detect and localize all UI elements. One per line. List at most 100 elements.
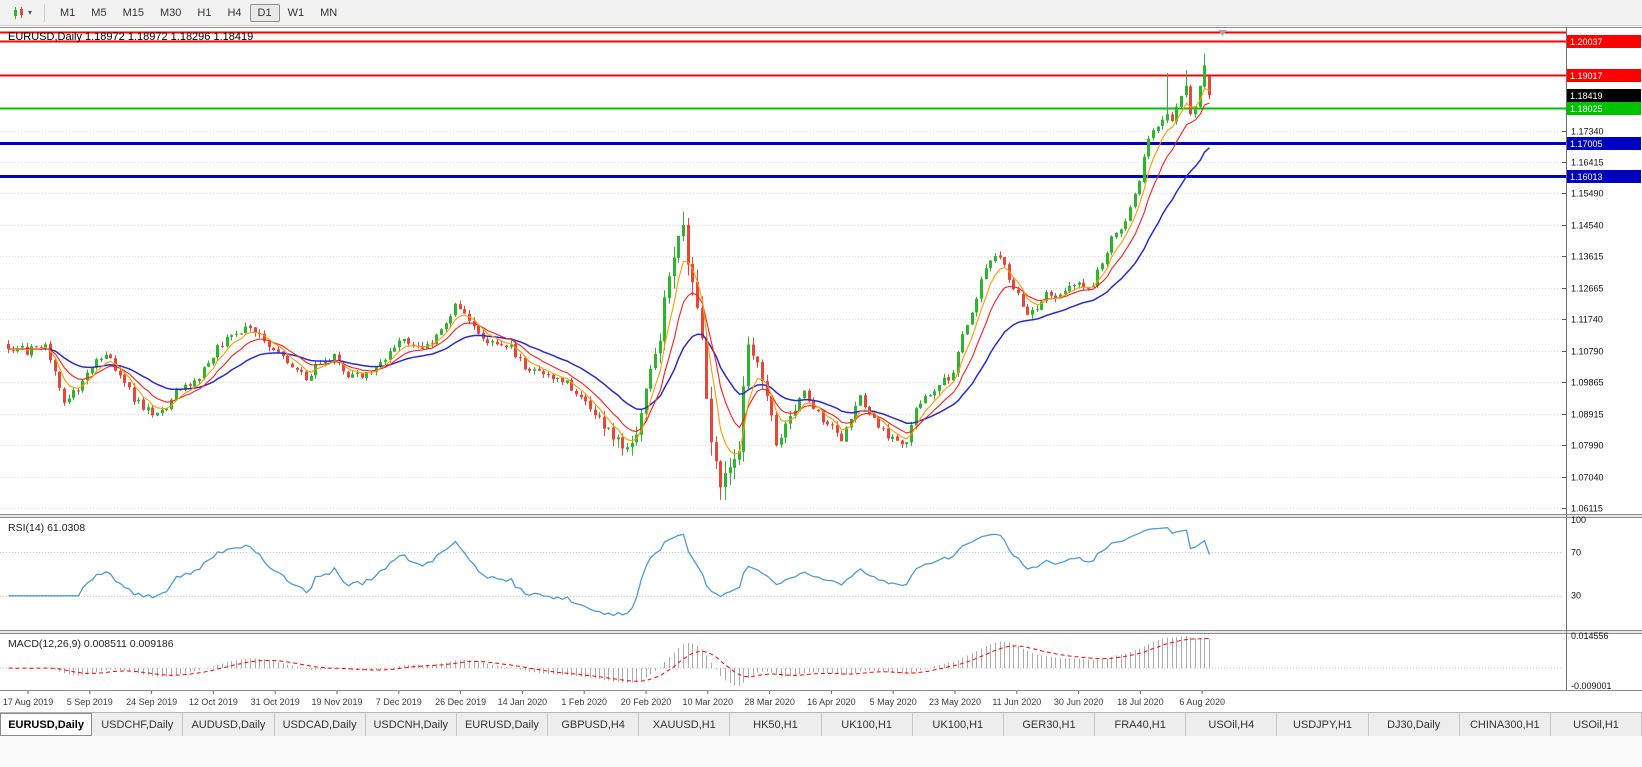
tab-label: GBPUSD,H4 bbox=[561, 718, 625, 731]
ohlc-title: EURUSD,Daily 1.18972 1.18972 1.18296 1.1… bbox=[8, 31, 253, 43]
chart-tab-USDCNH-Daily[interactable]: USDCNH,Daily bbox=[366, 713, 457, 736]
price-axis-label: 1.11740 bbox=[1571, 315, 1603, 325]
time-axis-label: 14 Jan 2020 bbox=[498, 697, 548, 707]
time-axis-label: 11 Jun 2020 bbox=[992, 697, 1041, 707]
timeframe-button-D1[interactable]: D1 bbox=[249, 4, 280, 22]
price-axis-label: 1.16415 bbox=[1571, 158, 1604, 168]
time-axis-label: 20 Feb 2020 bbox=[621, 697, 672, 707]
tab-label: USDJPY,H1 bbox=[1292, 718, 1353, 731]
price-badge bbox=[1567, 102, 1641, 115]
macd-signal-line bbox=[8, 638, 1210, 682]
timeframe-button-M1[interactable]: M1 bbox=[52, 4, 83, 22]
chart-tab-AUDUSD-Daily[interactable]: AUDUSD,Daily bbox=[183, 713, 275, 736]
tab-label: USDCHF,Daily bbox=[101, 718, 174, 731]
tab-label: EURUSD,Daily bbox=[464, 718, 539, 731]
chart-tab-EURUSD-Daily[interactable]: EURUSD,Daily bbox=[0, 713, 93, 736]
chart-tab-UK100-H1[interactable]: UK100,H1 bbox=[822, 713, 913, 736]
time-axis-label: 17 Aug 2019 bbox=[3, 697, 54, 707]
price-axis-label: 1.07990 bbox=[1571, 441, 1604, 451]
time-axis-label: 24 Sep 2019 bbox=[126, 697, 177, 707]
toolbar-separator bbox=[44, 3, 46, 22]
time-axis-label: 18 Jul 2020 bbox=[1117, 697, 1164, 707]
timeframe-button-W1[interactable]: W1 bbox=[280, 4, 313, 22]
tab-label: UK100,H1 bbox=[932, 718, 984, 731]
rsi-axis-label: 100 bbox=[1571, 515, 1586, 525]
price-badge bbox=[1567, 137, 1641, 150]
price-badge bbox=[1567, 35, 1641, 48]
time-axis-label: 26 Dec 2019 bbox=[435, 697, 486, 707]
chart-tab-USDCAD-Daily[interactable]: USDCAD,Daily bbox=[275, 713, 366, 736]
price-badge-label: 1.16013 bbox=[1570, 172, 1603, 182]
timeframe-toolbar: ▾ M1 M5 M15 M30 H1 H4 D1 W1 MN bbox=[0, 0, 1642, 26]
macd-axis-label: -0.009001 bbox=[1571, 681, 1612, 691]
tab-label: XAUUSD,H1 bbox=[652, 718, 716, 731]
price-axis-label: 1.10790 bbox=[1571, 347, 1604, 357]
time-axis-label: 28 Mar 2020 bbox=[744, 697, 795, 707]
tab-label: USOil,H1 bbox=[1573, 718, 1619, 731]
chart-tab-USDJPY-H1[interactable]: USDJPY,H1 bbox=[1277, 713, 1369, 736]
chart-tab-UK100-H1[interactable]: UK100,H1 bbox=[913, 713, 1004, 736]
price-axis-label: 1.07040 bbox=[1571, 473, 1604, 483]
price-axis-label: 1.06115 bbox=[1571, 504, 1603, 514]
chart-shift-marker bbox=[1218, 30, 1227, 36]
ma-slow-line bbox=[8, 147, 1211, 425]
chart-tab-HK50-H1[interactable]: HK50,H1 bbox=[730, 713, 822, 736]
time-axis-label: 5 Sep 2019 bbox=[67, 697, 113, 707]
tab-label: UK100,H1 bbox=[841, 718, 893, 731]
timeframe-buttons-group: M1 M5 M15 M30 H1 H4 D1 W1 MN bbox=[52, 3, 345, 22]
price-badge-label: 1.18419 bbox=[1570, 91, 1603, 101]
chart-tab-FRA40-H1[interactable]: FRA40,H1 bbox=[1095, 713, 1187, 736]
ma-fast-line bbox=[8, 87, 1210, 455]
rsi-line bbox=[8, 527, 1211, 617]
time-axis-label: 10 Mar 2020 bbox=[683, 697, 734, 707]
timeframe-button-M5[interactable]: M5 bbox=[83, 4, 114, 22]
price-badge-label: 1.17005 bbox=[1570, 139, 1603, 149]
chart-tab-USOil-H4[interactable]: USOil,H4 bbox=[1186, 713, 1278, 736]
panel-separator[interactable] bbox=[0, 514, 1642, 518]
time-axis-label: 16 Apr 2020 bbox=[807, 697, 856, 707]
ma-mid-line bbox=[8, 102, 1210, 434]
time-axis-label: 6 Aug 2020 bbox=[1179, 697, 1225, 707]
chart-tab-XAUUSD-H1[interactable]: XAUUSD,H1 bbox=[639, 713, 731, 736]
price-axis-label: 1.13615 bbox=[1571, 252, 1604, 262]
rsi-label: RSI(14) 61.0308 bbox=[8, 522, 85, 534]
status-bar bbox=[0, 736, 1642, 767]
chart-type-button[interactable]: ▾ bbox=[6, 3, 37, 23]
timeframe-button-H4[interactable]: H4 bbox=[219, 4, 249, 22]
timeframe-button-M30[interactable]: M30 bbox=[152, 4, 189, 22]
chart-tab-DJ30-Daily[interactable]: DJ30,Daily bbox=[1369, 713, 1460, 736]
tab-label: USDCNH,Daily bbox=[373, 718, 449, 731]
timeframe-button-MN[interactable]: MN bbox=[312, 4, 345, 22]
tab-label: GER30,H1 bbox=[1022, 718, 1076, 731]
tab-label: USDCAD,Daily bbox=[282, 718, 357, 731]
chart-tab-GBPUSD-H4[interactable]: GBPUSD,H4 bbox=[548, 713, 640, 736]
price-badge bbox=[1567, 69, 1641, 82]
tab-label: USOil,H4 bbox=[1208, 718, 1255, 731]
chart-tab-CHINA300-H1[interactable]: CHINA300,H1 bbox=[1460, 713, 1551, 736]
macd-axis-label: 0.014556 bbox=[1571, 631, 1609, 641]
tab-label: CHINA300,H1 bbox=[1469, 718, 1540, 731]
timeframe-button-H1[interactable]: H1 bbox=[189, 4, 219, 22]
chart-canvas[interactable]: 1.17340 1.16415 1.15490 1.14540 1.13615 1.126… bbox=[0, 26, 1642, 712]
macd-label: MACD(12,26,9) 0.008511 0.009186 bbox=[8, 638, 174, 650]
price-badge-label: 1.19017 bbox=[1570, 71, 1603, 81]
tab-label: AUDUSD,Daily bbox=[191, 718, 266, 731]
chart-background bbox=[0, 26, 1642, 712]
rsi-axis-label: 30 bbox=[1571, 591, 1581, 601]
price-axis-label: 1.17340 bbox=[1571, 127, 1604, 137]
price-badge-label: 1.18025 bbox=[1570, 104, 1603, 114]
tab-label: DJ30,Daily bbox=[1387, 718, 1441, 731]
chart-tab-USOil-H1[interactable]: USOil,H1 bbox=[1551, 713, 1642, 736]
macd-histogram bbox=[13, 636, 1210, 686]
tab-label: EURUSD,Daily bbox=[8, 718, 84, 731]
timeframe-button-M15[interactable]: M15 bbox=[115, 4, 152, 22]
chart-tab-USDCHF-Daily[interactable]: USDCHF,Daily bbox=[92, 713, 184, 736]
panel-separator[interactable] bbox=[0, 630, 1642, 634]
time-axis-label: 19 Nov 2019 bbox=[311, 697, 362, 707]
time-axis-label: 23 May 2020 bbox=[929, 697, 981, 707]
chart-tab-EURUSD-Daily[interactable]: EURUSD,Daily bbox=[457, 713, 549, 736]
price-axis-label: 1.08915 bbox=[1571, 410, 1604, 420]
chart-tab-GER30-H1[interactable]: GER30,H1 bbox=[1004, 713, 1096, 736]
price-axis-label: 1.15490 bbox=[1571, 189, 1604, 199]
price-axis-label: 1.09865 bbox=[1571, 378, 1604, 388]
